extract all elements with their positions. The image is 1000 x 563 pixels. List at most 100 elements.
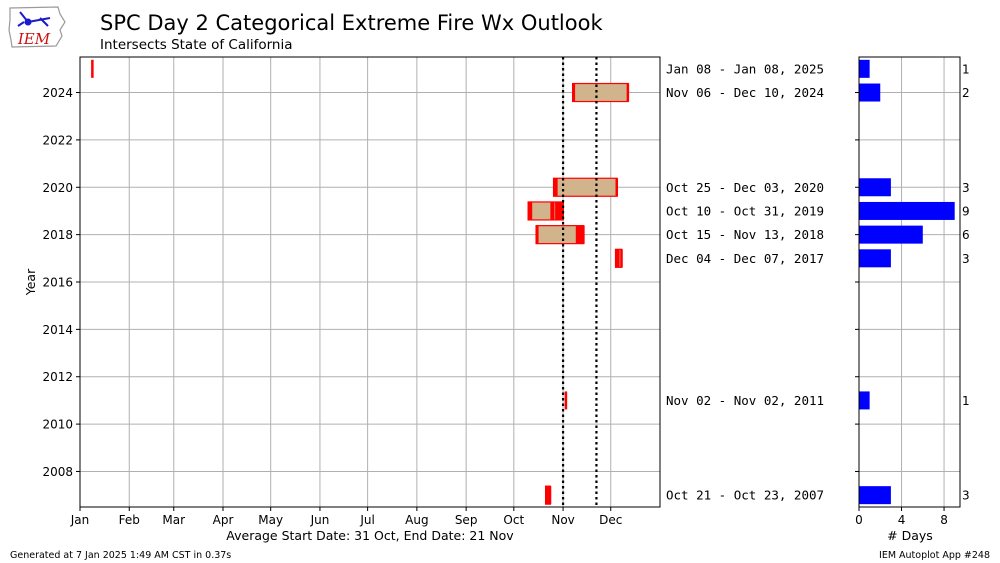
month-tick-label: Dec (599, 513, 622, 527)
days-bar-2018 (859, 225, 923, 244)
y-axis-label: Year (23, 268, 38, 296)
event-day-mark (558, 201, 561, 220)
days-bar-2025 (859, 59, 870, 78)
event-span-2024 (572, 82, 629, 103)
timeline-grid (79, 57, 660, 507)
month-tick-label: Jan (70, 513, 90, 527)
month-tick-label: Jun (310, 513, 330, 527)
year-tick-label: 2018 (42, 228, 73, 242)
days-value-label: 1 (962, 394, 970, 408)
event-day-mark (545, 486, 549, 505)
range-label-2007: Oct 21 - Oct 23, 2007 (666, 488, 824, 503)
range-label-2025: Jan 08 - Jan 08, 2025 (666, 61, 824, 76)
year-tick-label: 2024 (42, 86, 73, 100)
month-tick-label: Oct (503, 513, 524, 527)
year-tick-label: 2010 (42, 418, 73, 432)
iem-logo: IEM (8, 6, 66, 48)
month-tick-label: Nov (551, 513, 574, 527)
range-label-2019: Oct 10 - Oct 31, 2019 (666, 203, 824, 218)
days-grid (855, 57, 960, 507)
days-value-label: 6 (962, 228, 970, 242)
event-day-mark (555, 201, 558, 220)
event-day-mark (561, 201, 564, 220)
event-day-mark (536, 225, 539, 244)
event-day-mark (550, 201, 553, 220)
event-day-mark (564, 391, 568, 410)
x-axis-label: Average Start Date: 31 Oct, End Date: 21… (226, 528, 514, 543)
event-day-mark (575, 225, 579, 244)
days-bar-2019 (859, 201, 955, 220)
month-tick-label: Jul (359, 513, 374, 527)
month-tick-label: Mar (162, 513, 185, 527)
days-value-label: 2 (962, 86, 970, 100)
days-value-labels: 1 2 3 9 6 3 1 3 (962, 62, 970, 502)
event-day-mark (617, 249, 620, 268)
event-day-mark (626, 83, 630, 102)
year-tick-label: 2012 (42, 370, 73, 384)
year-tick-label: 2016 (42, 276, 73, 290)
days-axis: 0 4 8 (855, 507, 948, 527)
event-day-mark (620, 249, 623, 268)
days-value-label: 3 (962, 252, 970, 266)
range-label-2024: Nov 06 - Dec 10, 2024 (666, 85, 824, 100)
event-day-mark (555, 178, 558, 197)
month-tick-label: Feb (119, 513, 140, 527)
event-day-mark (553, 178, 557, 197)
range-label-2018: Oct 15 - Nov 13, 2018 (666, 227, 824, 242)
days-value-label: 9 (962, 204, 970, 218)
range-label-2020: Oct 25 - Dec 03, 2020 (666, 180, 824, 195)
month-tick-label: Aug (405, 513, 428, 527)
chart-title: SPC Day 2 Categorical Extreme Fire Wx Ou… (100, 11, 603, 35)
range-label-2017: Dec 04 - Dec 07, 2017 (666, 251, 824, 266)
days-tick-label: 4 (898, 513, 906, 527)
month-tick-label: May (258, 513, 283, 527)
event-day-mark (580, 225, 584, 244)
days-bar-2017 (859, 249, 891, 268)
days-bars (859, 59, 955, 505)
days-value-label: 3 (962, 181, 970, 195)
days-value-label: 1 (962, 62, 970, 76)
footer-app: IEM Autoplot App #248 (879, 550, 990, 561)
event-day-mark (578, 225, 582, 244)
days-bar-2007 (859, 486, 891, 505)
event-span-2020 (552, 177, 618, 197)
days-tick-label: 8 (940, 513, 948, 527)
year-tick-label: 2020 (42, 181, 73, 195)
event-day-mark (91, 59, 94, 78)
days-tick-label: 0 (855, 513, 863, 527)
weather-station-icon (17, 11, 51, 27)
logo-text: IEM (17, 30, 51, 48)
date-range-labels: Jan 08 - Jan 08, 2025 Nov 06 - Dec 10, 20… (666, 61, 824, 502)
year-tick-label: 2022 (42, 133, 73, 147)
event-day-mark (572, 83, 576, 102)
year-tick-label: 2008 (42, 465, 73, 479)
event-day-mark (529, 201, 533, 220)
year-tick-label: 2014 (42, 323, 73, 337)
days-bar-2024 (859, 83, 881, 102)
days-axis-label: # Days (887, 528, 933, 543)
month-tick-label: Sep (455, 513, 478, 527)
event-day-mark (582, 225, 585, 244)
average-date-lines (561, 57, 598, 507)
event-day-mark (559, 201, 563, 220)
month-tick-label: Apr (213, 513, 234, 527)
event-day-mark (577, 225, 580, 244)
event-day-mark (615, 249, 619, 268)
event-day-mark (556, 201, 560, 220)
event-day-mark (548, 486, 552, 505)
event-day-mark (528, 201, 531, 220)
event-day-mark (551, 201, 555, 220)
event-day-mark (547, 486, 550, 505)
days-value-label: 3 (962, 489, 970, 503)
chart-subtitle: Intersects State of California (100, 37, 293, 53)
days-bar-2020 (859, 178, 891, 197)
range-label-2011: Nov 02 - Nov 02, 2011 (666, 393, 824, 408)
days-plot-frame (858, 56, 961, 508)
month-axis: Jan Feb Mar Apr May Jun Jul Aug Sep Oct Nov Dec (70, 507, 622, 527)
footer-generated: Generated at 7 Jan 2025 1:49 AM CST in 0… (10, 550, 231, 561)
days-bar-2011 (859, 391, 870, 410)
event-day-mark (615, 178, 619, 197)
year-axis: 2008 2010 2012 2014 2016 2018 2020 2022 2024 (42, 86, 80, 479)
timeline-events (91, 59, 630, 505)
